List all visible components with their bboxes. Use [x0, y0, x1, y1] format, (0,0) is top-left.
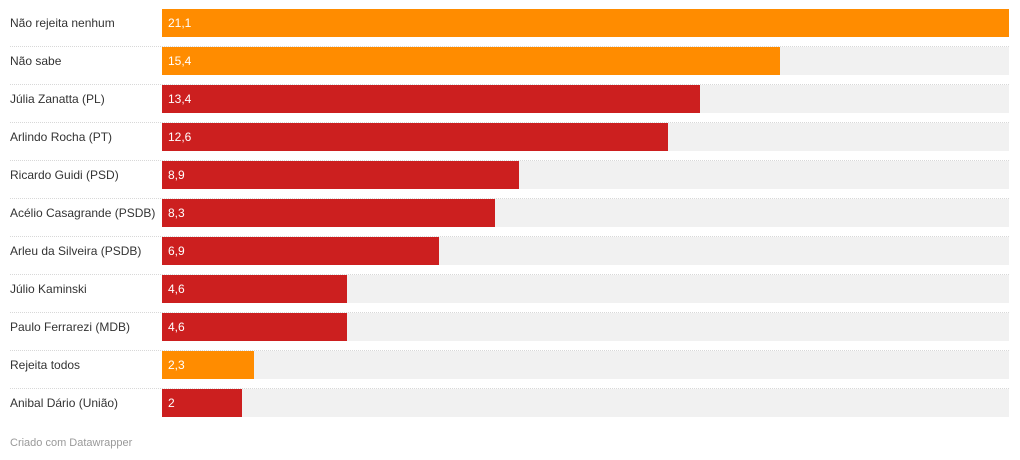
bar-track: 21,1 — [162, 9, 1009, 37]
bar-track: 13,4 — [162, 85, 1009, 113]
category-label: Arlindo Rocha (PT) — [10, 130, 113, 144]
bar: 12,6 — [162, 123, 668, 151]
value-label: 2 — [168, 396, 175, 410]
value-label: 4,6 — [168, 282, 185, 296]
chart-row: Anibal Dário (União) 2 — [10, 389, 1009, 427]
category-label: Rejeita todos — [10, 358, 81, 372]
value-label: 6,9 — [168, 244, 185, 258]
bar: 8,3 — [162, 199, 495, 227]
category-label: Arleu da Silveira (PSDB) — [10, 244, 142, 258]
bar: 2,3 — [162, 351, 254, 379]
value-label: 21,1 — [168, 16, 192, 30]
bar: 8,9 — [162, 161, 519, 189]
bar: 2 — [162, 389, 242, 417]
bar: 13,4 — [162, 85, 700, 113]
bar-track: 15,4 — [162, 47, 1009, 75]
bar-chart: Não rejeita nenhum 21,1 Não sabe 15,4 Júlia … — [10, 9, 1009, 427]
category-label: Júlio Kaminski — [10, 282, 87, 296]
value-label: 8,3 — [168, 206, 185, 220]
bar-track: 4,6 — [162, 313, 1009, 341]
chart-row: Arlindo Rocha (PT) 12,6 — [10, 123, 1009, 161]
category-label: Não rejeita nenhum — [10, 16, 115, 30]
chart-row: Não rejeita nenhum 21,1 — [10, 9, 1009, 47]
category-label: Anibal Dário (União) — [10, 396, 119, 410]
category-label: Acélio Casagrande (PSDB) — [10, 206, 156, 220]
bar-track: 2 — [162, 389, 1009, 417]
category-label: Paulo Ferrarezi (MDB) — [10, 320, 131, 334]
value-label: 2,3 — [168, 358, 185, 372]
value-label: 4,6 — [168, 320, 185, 334]
value-label: 15,4 — [168, 54, 192, 68]
value-label: 13,4 — [168, 92, 192, 106]
chart-row: Paulo Ferrarezi (MDB) 4,6 — [10, 313, 1009, 351]
bar: 4,6 — [162, 275, 347, 303]
bar: 6,9 — [162, 237, 439, 265]
chart-row: Arleu da Silveira (PSDB) 6,9 — [10, 237, 1009, 275]
bar-track: 6,9 — [162, 237, 1009, 265]
bar: 4,6 — [162, 313, 347, 341]
bar-track: 12,6 — [162, 123, 1009, 151]
chart-row: Júlio Kaminski 4,6 — [10, 275, 1009, 313]
datawrapper-credit[interactable]: Criado com Datawrapper — [10, 437, 133, 449]
value-label: 8,9 — [168, 168, 185, 182]
bar: 21,1 — [162, 9, 1009, 37]
bar-track: 8,3 — [162, 199, 1009, 227]
category-label: Ricardo Guidi (PSD) — [10, 168, 119, 182]
chart-row: Júlia Zanatta (PL) 13,4 — [10, 85, 1009, 123]
bar-track: 2,3 — [162, 351, 1009, 379]
category-label: Não sabe — [10, 54, 62, 68]
category-label: Júlia Zanatta (PL) — [10, 92, 105, 106]
bar-track: 4,6 — [162, 275, 1009, 303]
value-label: 12,6 — [168, 130, 192, 144]
chart-row: Rejeita todos 2,3 — [10, 351, 1009, 389]
bar-track: 8,9 — [162, 161, 1009, 189]
bar: 15,4 — [162, 47, 780, 75]
chart-row: Ricardo Guidi (PSD) 8,9 — [10, 161, 1009, 199]
chart-row: Acélio Casagrande (PSDB) 8,3 — [10, 199, 1009, 237]
chart-row: Não sabe 15,4 — [10, 47, 1009, 85]
